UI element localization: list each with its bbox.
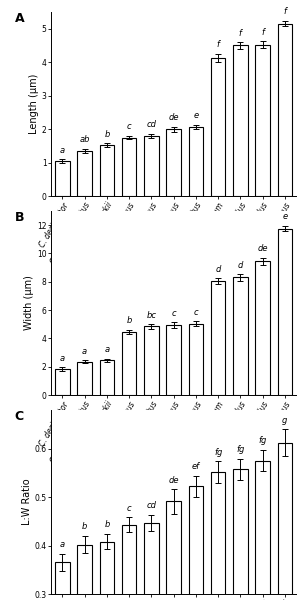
Text: d: d: [215, 265, 221, 274]
Text: A: A: [15, 12, 24, 25]
Bar: [122, 524, 137, 600]
Bar: [144, 326, 159, 395]
Text: fg: fg: [259, 436, 267, 445]
Text: de: de: [169, 113, 179, 122]
Y-axis label: Length (μm): Length (μm): [29, 74, 39, 134]
Text: b: b: [127, 316, 132, 325]
Bar: [255, 45, 270, 196]
Text: c: c: [127, 122, 131, 131]
Bar: [255, 261, 270, 395]
Text: b: b: [82, 522, 87, 531]
Text: f: f: [283, 7, 286, 16]
Text: b: b: [104, 130, 110, 139]
Text: b: b: [104, 520, 110, 529]
Text: de: de: [169, 476, 179, 485]
Text: ab: ab: [79, 135, 90, 144]
Bar: [166, 129, 181, 196]
Text: f: f: [239, 29, 242, 38]
Bar: [78, 362, 92, 395]
Bar: [78, 545, 92, 600]
Bar: [166, 325, 181, 395]
Text: bc: bc: [146, 311, 156, 320]
Text: cd: cd: [146, 502, 156, 511]
Bar: [55, 562, 70, 600]
Text: f: f: [217, 40, 220, 49]
Bar: [144, 136, 159, 196]
Bar: [189, 487, 203, 600]
Bar: [255, 461, 270, 600]
Text: fg: fg: [214, 448, 222, 457]
Text: a: a: [104, 346, 110, 355]
Text: g: g: [282, 416, 288, 425]
Text: fg: fg: [236, 445, 245, 454]
Bar: [100, 361, 114, 395]
Bar: [122, 332, 137, 395]
Text: a: a: [60, 146, 65, 155]
Text: c: c: [127, 504, 131, 513]
Text: e: e: [282, 212, 288, 221]
Y-axis label: Width (μm): Width (μm): [24, 275, 34, 331]
Text: ef: ef: [192, 462, 200, 471]
Text: f: f: [261, 28, 264, 37]
Bar: [78, 151, 92, 196]
Text: B: B: [15, 211, 24, 224]
Bar: [211, 472, 225, 600]
Bar: [211, 281, 225, 395]
Bar: [233, 46, 248, 196]
Y-axis label: L:W Ratio: L:W Ratio: [21, 479, 32, 525]
Text: a: a: [60, 353, 65, 362]
Text: d: d: [238, 261, 243, 270]
Bar: [55, 161, 70, 196]
Bar: [233, 469, 248, 600]
Bar: [189, 323, 203, 395]
Bar: [100, 145, 114, 196]
Bar: [122, 137, 137, 196]
Text: de: de: [257, 244, 268, 253]
Text: a: a: [82, 347, 87, 356]
Bar: [166, 502, 181, 600]
Bar: [278, 229, 292, 395]
Bar: [278, 24, 292, 196]
Bar: [233, 277, 248, 395]
Bar: [100, 542, 114, 600]
Bar: [278, 443, 292, 600]
Text: c: c: [194, 308, 198, 317]
Text: e: e: [193, 111, 198, 120]
Text: c: c: [171, 309, 176, 318]
Text: a: a: [60, 540, 65, 549]
Bar: [189, 127, 203, 196]
Text: cd: cd: [146, 120, 156, 129]
Text: C: C: [15, 410, 24, 423]
Bar: [211, 58, 225, 196]
Bar: [55, 369, 70, 395]
Bar: [144, 523, 159, 600]
